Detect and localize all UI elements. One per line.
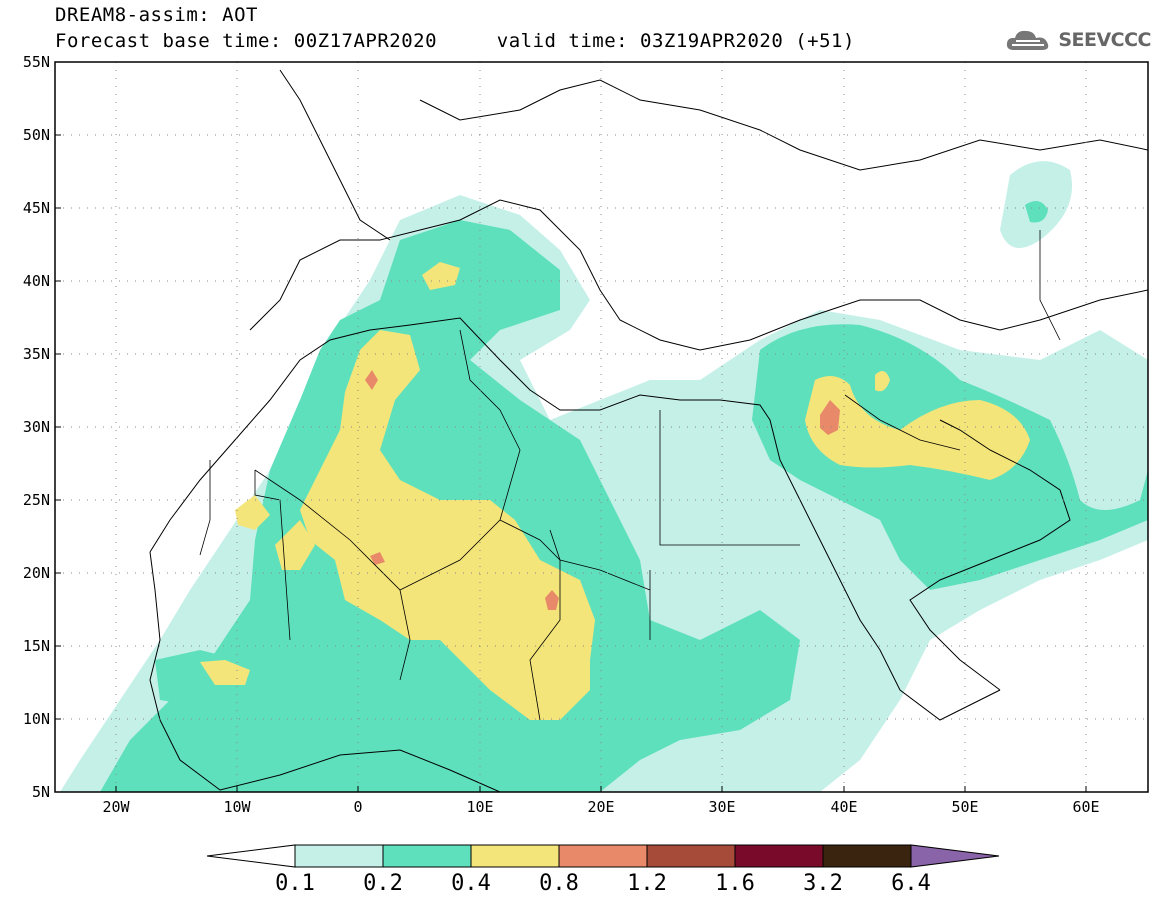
colorbar-low-arrow — [206, 844, 296, 868]
map-title: DREAM8-assim: AOT — [55, 4, 258, 26]
colorbar-segment — [646, 844, 736, 868]
colorbar-label: 6.4 — [891, 871, 931, 896]
lat-label: 30N — [23, 418, 50, 436]
colorbar-label: 0.2 — [363, 871, 403, 896]
seevccc-logo: SEEVCCC — [1004, 26, 1151, 54]
lat-label: 40N — [23, 272, 50, 290]
lon-label: 60E — [1072, 798, 1099, 816]
lon-label: 0 — [353, 798, 362, 816]
lon-labels: 20W 10W 0 10E 20E 30E 40E 50E 60E — [102, 798, 1099, 816]
coastlines — [149, 69, 1148, 792]
lon-label: 50E — [951, 798, 978, 816]
map-subtitle: Forecast base time: 00Z17APR2020 valid t… — [55, 30, 855, 52]
colorbar-label: 0.8 — [539, 871, 579, 896]
colorbar-high-arrow — [910, 844, 1000, 868]
lat-label: 50N — [23, 126, 50, 144]
lon-label: 40E — [830, 798, 857, 816]
lat-ticks — [55, 61, 1087, 793]
lon-label: 20E — [587, 798, 614, 816]
colorbar — [206, 844, 1000, 868]
lon-label: 10E — [466, 798, 493, 816]
lon-label: 20W — [102, 798, 130, 816]
colorbar-segment — [470, 844, 560, 868]
forecast-base-time: Forecast base time: 00Z17APR2020 — [55, 30, 438, 52]
colorbar-label: 3.2 — [803, 871, 843, 896]
lat-label: 25N — [23, 491, 50, 509]
colorbar-segment — [558, 844, 648, 868]
cloud-logo-icon — [1007, 30, 1049, 50]
lon-label: 30E — [708, 798, 735, 816]
lat-label: 35N — [23, 345, 50, 363]
valid-time: valid time: 03Z19APR2020 (+51) — [496, 30, 855, 52]
aot-field — [55, 62, 1148, 792]
colorbar-labels: 0.1 0.2 0.4 0.8 1.2 1.6 3.2 6.4 — [275, 871, 931, 896]
logo-text: SEEVCCC — [1058, 29, 1151, 51]
lat-labels: 55N 50N 45N 40N 35N 30N 25N 20N 15N 10N … — [23, 53, 50, 801]
colorbar-segment — [294, 844, 384, 868]
colorbar-segment — [734, 844, 824, 868]
country-borders — [199, 230, 1061, 721]
colorbar-segment — [822, 844, 912, 868]
colorbar-label: 0.4 — [451, 871, 491, 896]
lat-label: 5N — [32, 783, 50, 801]
lat-label: 55N — [23, 53, 50, 71]
aot-level-0.8 — [365, 370, 840, 610]
lon-label: 10W — [223, 798, 251, 816]
lat-label: 45N — [23, 199, 50, 217]
colorbar-segment — [382, 844, 472, 868]
colorbar-label: 1.6 — [715, 871, 755, 896]
colorbar-label: 0.1 — [275, 871, 315, 896]
lat-label: 20N — [23, 564, 50, 582]
lat-label: 10N — [23, 710, 50, 728]
aot-level-0.4 — [200, 262, 1030, 720]
colorbar-label: 1.2 — [627, 871, 667, 896]
lat-label: 15N — [23, 637, 50, 655]
